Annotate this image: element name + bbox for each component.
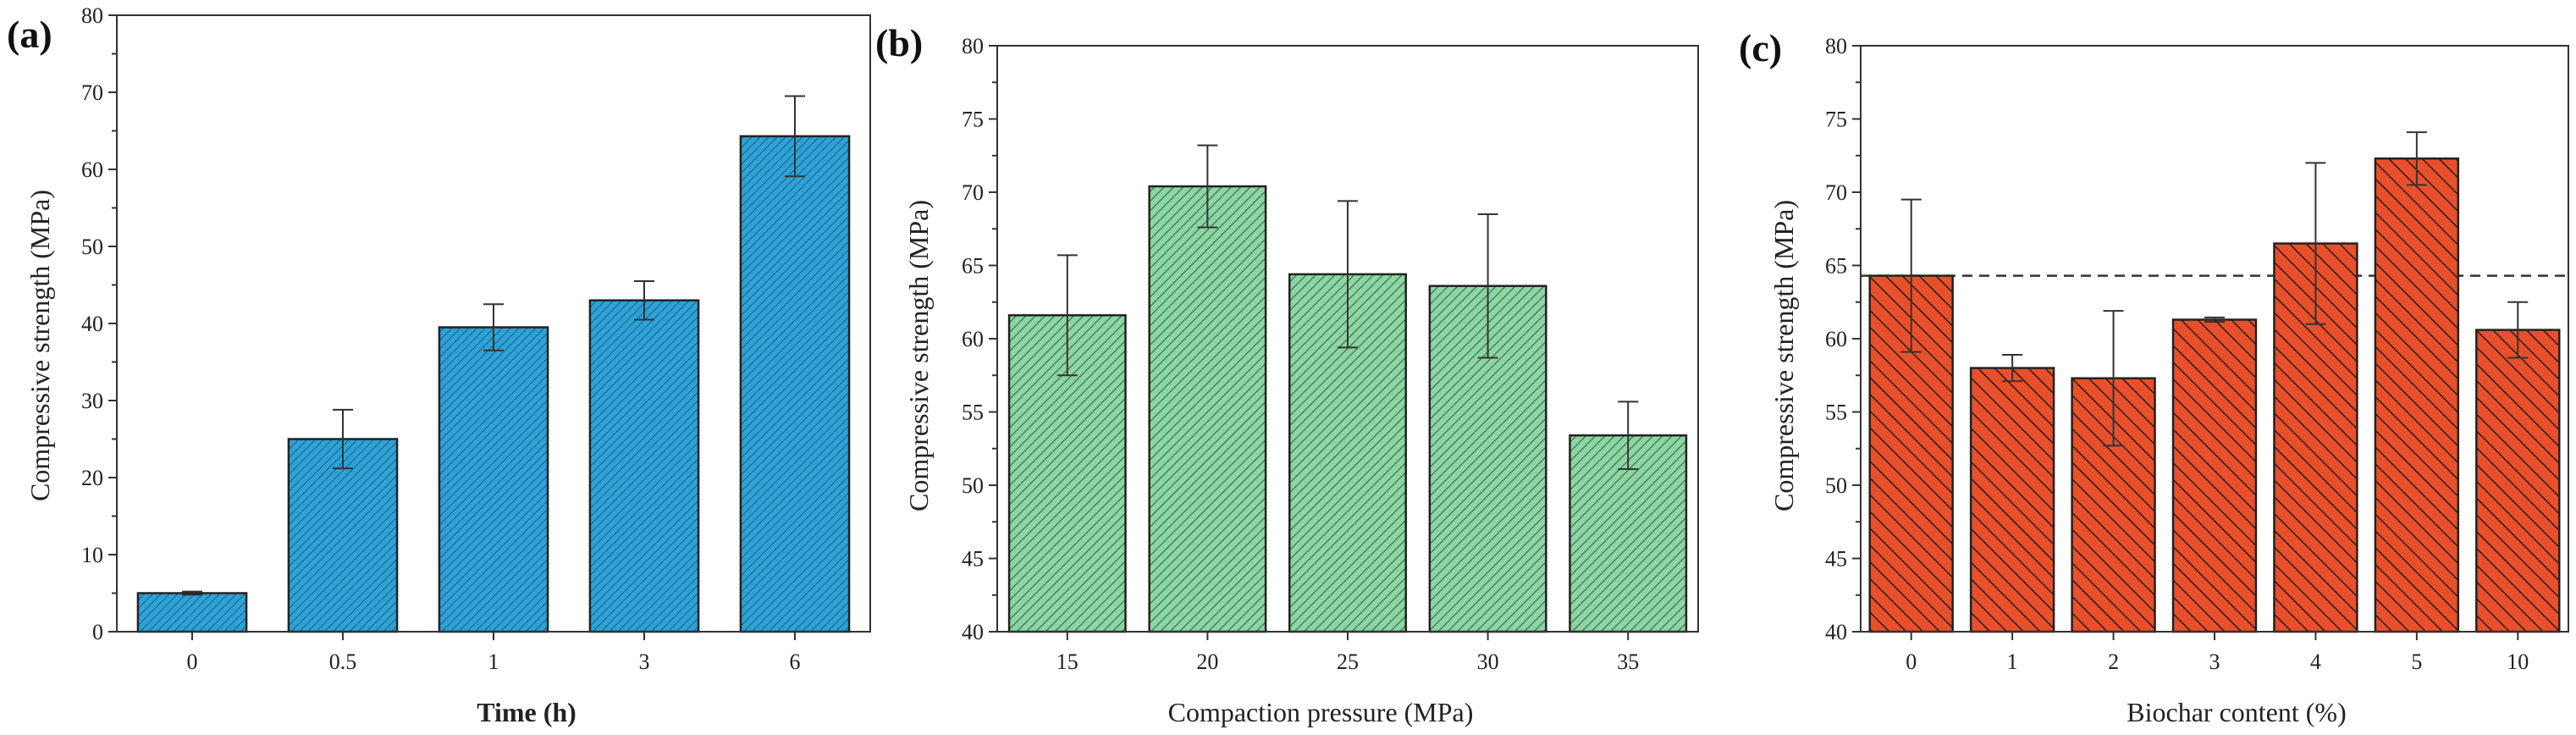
panel-b-x-tick-label: 25 (1337, 649, 1359, 674)
panel-c-x-tick-label: 1 (2007, 649, 2018, 674)
panel-c-x-tick-label: 3 (2209, 649, 2220, 674)
panel-a-y-tick-label: 20 (81, 466, 103, 490)
panel-c-x-tick-label: 10 (2507, 649, 2529, 674)
panel-a-x-tick-label: 1 (488, 649, 499, 674)
panel-a-x-axis-title: Time (h) (477, 697, 576, 727)
panel-b-chart: (b) 40 45 50 55 60 65 70 75 80 15 20 25 30 35 Compact… (875, 21, 1699, 727)
panel-a-bar-6 (739, 135, 851, 633)
panel-b-y-tick-label: 45 (962, 547, 984, 572)
panel-a-bar-3 (588, 299, 700, 633)
panel-c-x-axis-title: Biochar content (%) (2126, 697, 2346, 727)
panel-b-y-tick-label: 60 (962, 327, 984, 351)
panel-a-y-tick-label: 0 (92, 620, 103, 644)
panel-c-bar-1 (1969, 367, 2055, 633)
panel-a-x-tick-label: 3 (639, 649, 650, 674)
panel-c-y-tick-label: 55 (1825, 401, 1847, 425)
panel-b-label: (b) (875, 21, 923, 64)
panel-b-y-tick-label: 50 (962, 473, 984, 498)
panel-b-bar-20 (1148, 185, 1267, 633)
panel-b-x-tick-label: 20 (1196, 649, 1218, 674)
panel-c-axes-frame (1860, 45, 2569, 633)
panel-a-y-axis-title: Compressive strength (MPa) (25, 190, 55, 501)
panel-b-y-axis-title: Compressive strength (MPa) (903, 200, 934, 511)
panel-a-y-tick-label: 80 (81, 3, 103, 28)
panel-c-bar-10 (2475, 329, 2561, 633)
panel-a-y-tick-label: 40 (81, 312, 103, 336)
panel-b-plot-area: 40 45 50 55 60 65 70 75 80 15 20 25 30 35 (962, 34, 1699, 674)
panel-a-x-tick-label: 0.5 (329, 649, 357, 674)
panel-b-y-tick-label: 65 (962, 254, 984, 279)
panel-a-plot-area: 0 10 20 30 40 50 60 70 80 0 0.5 1 3 6 (81, 3, 871, 674)
panel-c-x-tick-label: 5 (2411, 649, 2422, 674)
panel-c-y-tick-label: 45 (1825, 547, 1847, 572)
panel-a-y-tick-label: 50 (81, 235, 103, 259)
panel-c-y-tick-label: 40 (1825, 620, 1847, 644)
panel-c-x-tick-label: 2 (2108, 649, 2119, 674)
panel-a-x-tick-label: 0 (187, 649, 198, 674)
panel-c-y-axis-title: Compressive strength (MPa) (1768, 200, 1799, 511)
panel-c-x-tick-label: 0 (1906, 649, 1917, 674)
panel-a-label: (a) (7, 13, 52, 56)
panel-b-y-tick-label: 55 (962, 401, 984, 425)
panel-b-y-tick-label: 70 (962, 180, 984, 205)
panel-a-y-tick-label: 70 (81, 80, 103, 105)
panel-c-y-tick-label: 80 (1825, 34, 1847, 58)
panel-c-y-tick-label: 75 (1825, 108, 1847, 132)
panel-c-y-tick-label: 60 (1825, 327, 1847, 351)
panel-a-y-tick-label: 60 (81, 158, 103, 182)
panel-a-axes-frame (116, 14, 871, 633)
panel-b-y-tick-label: 75 (962, 108, 984, 132)
panel-a-y-tick-label: 10 (81, 543, 103, 567)
panel-b-x-tick-label: 15 (1056, 649, 1078, 674)
panel-a-chart: (a) 0 10 20 30 40 50 60 70 80 0 0.5 1 3 6 Time (h) Co… (7, 3, 871, 727)
panel-a-y-tick-label: 30 (81, 389, 103, 413)
panel-c-y-tick-label: 65 (1825, 254, 1847, 279)
panel-b-x-axis-title: Compaction pressure (MPa) (1168, 697, 1474, 727)
panel-c-label: (c) (1739, 26, 1782, 69)
panel-c-y-tick-label: 70 (1825, 180, 1847, 205)
panel-b-y-tick-label: 40 (962, 620, 984, 644)
panel-b-axes-frame (996, 45, 1699, 633)
panel-b-x-tick-label: 30 (1477, 649, 1499, 674)
panel-b-x-tick-label: 35 (1617, 649, 1639, 674)
panel-a-bar-1 (438, 326, 549, 633)
panel-c-bar-5 (2374, 157, 2460, 633)
panel-c-y-tick-label: 50 (1825, 473, 1847, 498)
panel-b-y-tick-label: 80 (962, 34, 984, 58)
panel-a-bar-0 (136, 592, 248, 633)
panel-a-bar-0.5 (287, 438, 399, 633)
panel-c-bar-3 (2171, 318, 2258, 633)
panel-a-x-tick-label: 6 (790, 649, 801, 674)
panel-c-x-tick-label: 4 (2310, 649, 2321, 674)
